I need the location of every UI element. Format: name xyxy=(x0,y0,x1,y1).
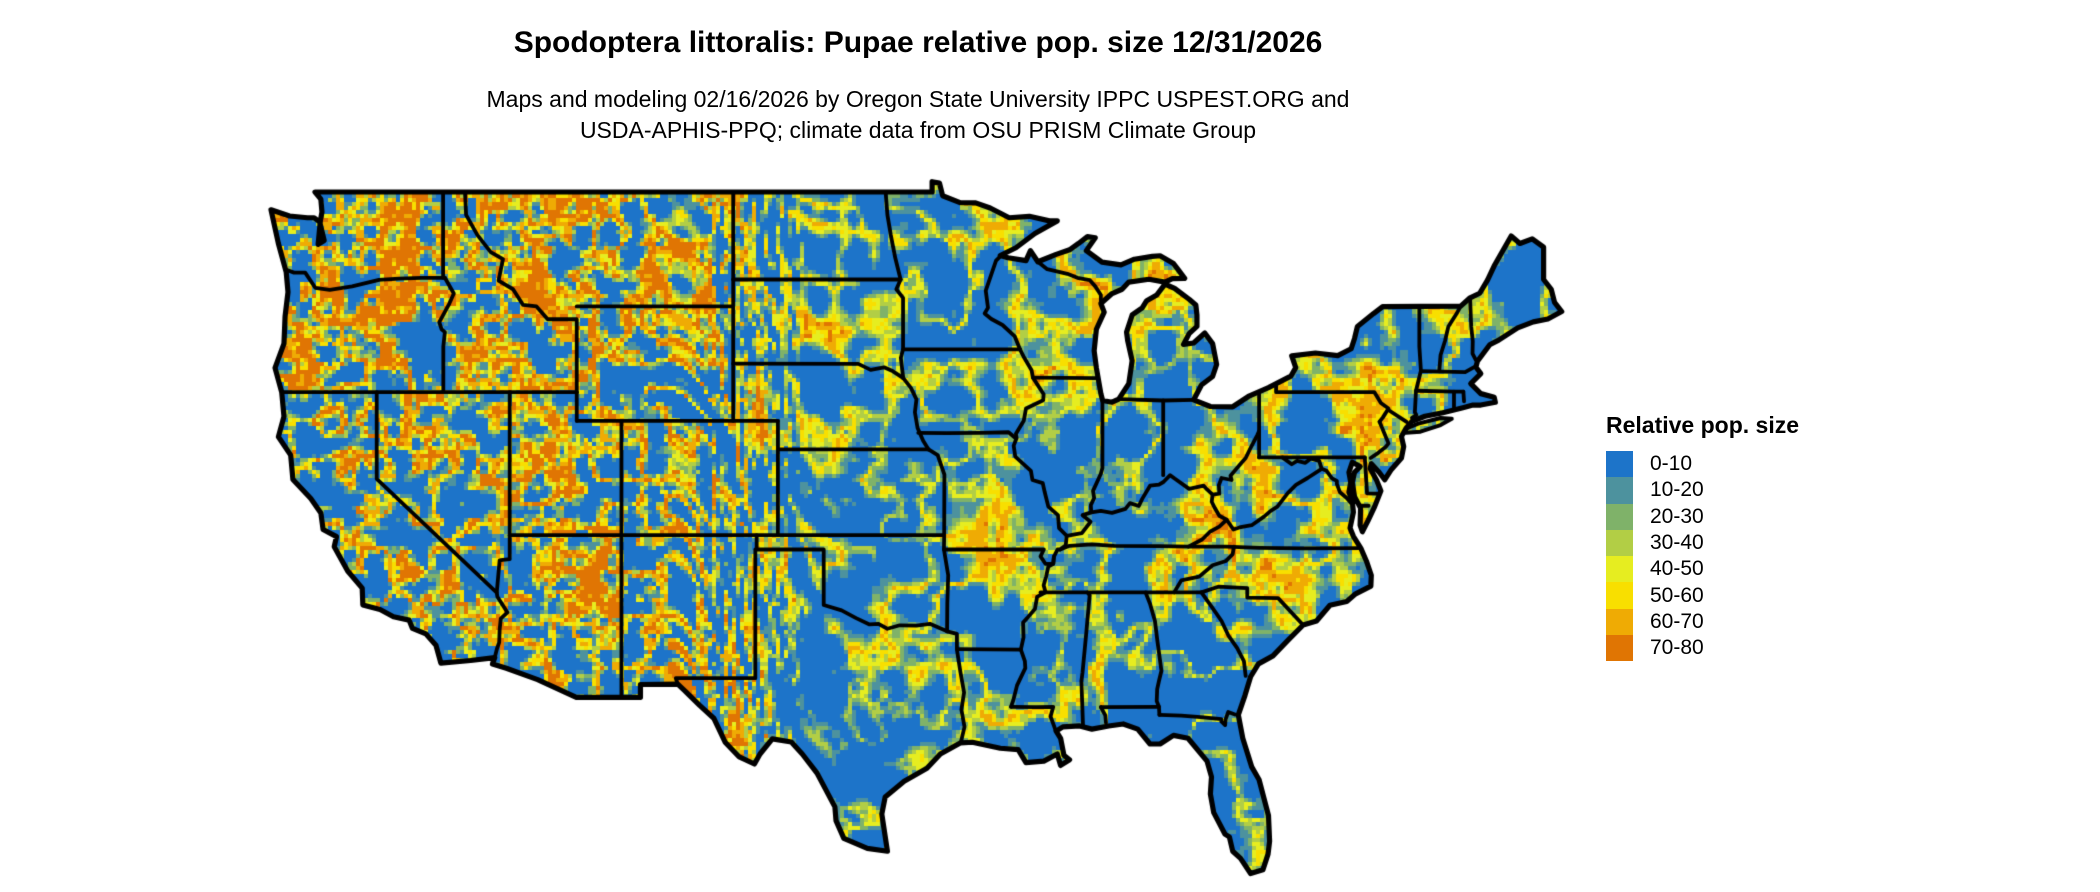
legend-label: 40-50 xyxy=(1650,557,1704,581)
legend-row: 30-40 xyxy=(1606,529,1799,557)
legend-swatch-60-70 xyxy=(1606,608,1633,636)
legend-row: 20-30 xyxy=(1606,503,1799,530)
legend-label: 70-80 xyxy=(1650,636,1704,660)
legend-swatch-70-80 xyxy=(1606,635,1633,662)
legend-swatch-40-50 xyxy=(1606,556,1633,583)
legend-row: 70-80 xyxy=(1606,635,1799,662)
legend: Relative pop. size 0-10 10-20 20-30 30-4… xyxy=(1606,412,1800,662)
legend-label: 10-20 xyxy=(1650,478,1704,502)
legend-label: 0-10 xyxy=(1650,452,1693,476)
legend-swatch-0-10 xyxy=(1606,451,1633,478)
legend-row: 50-60 xyxy=(1606,582,1799,609)
legend-swatch-30-40 xyxy=(1606,529,1633,557)
legend-row: 10-20 xyxy=(1606,477,1799,504)
legend-label: 60-70 xyxy=(1650,609,1704,633)
legend-title: Relative pop. size xyxy=(1606,412,1800,438)
legend-row: 40-50 xyxy=(1606,556,1799,583)
legend-row: 0-10 xyxy=(1606,451,1799,478)
legend-swatch-50-60 xyxy=(1606,582,1633,609)
legend-row: 60-70 xyxy=(1606,608,1799,636)
legend-label: 50-60 xyxy=(1650,583,1704,607)
legend-label: 30-40 xyxy=(1650,531,1704,555)
legend-swatch-10-20 xyxy=(1606,477,1633,504)
legend-swatch-20-30 xyxy=(1606,503,1633,530)
legend-label: 20-30 xyxy=(1650,504,1704,528)
